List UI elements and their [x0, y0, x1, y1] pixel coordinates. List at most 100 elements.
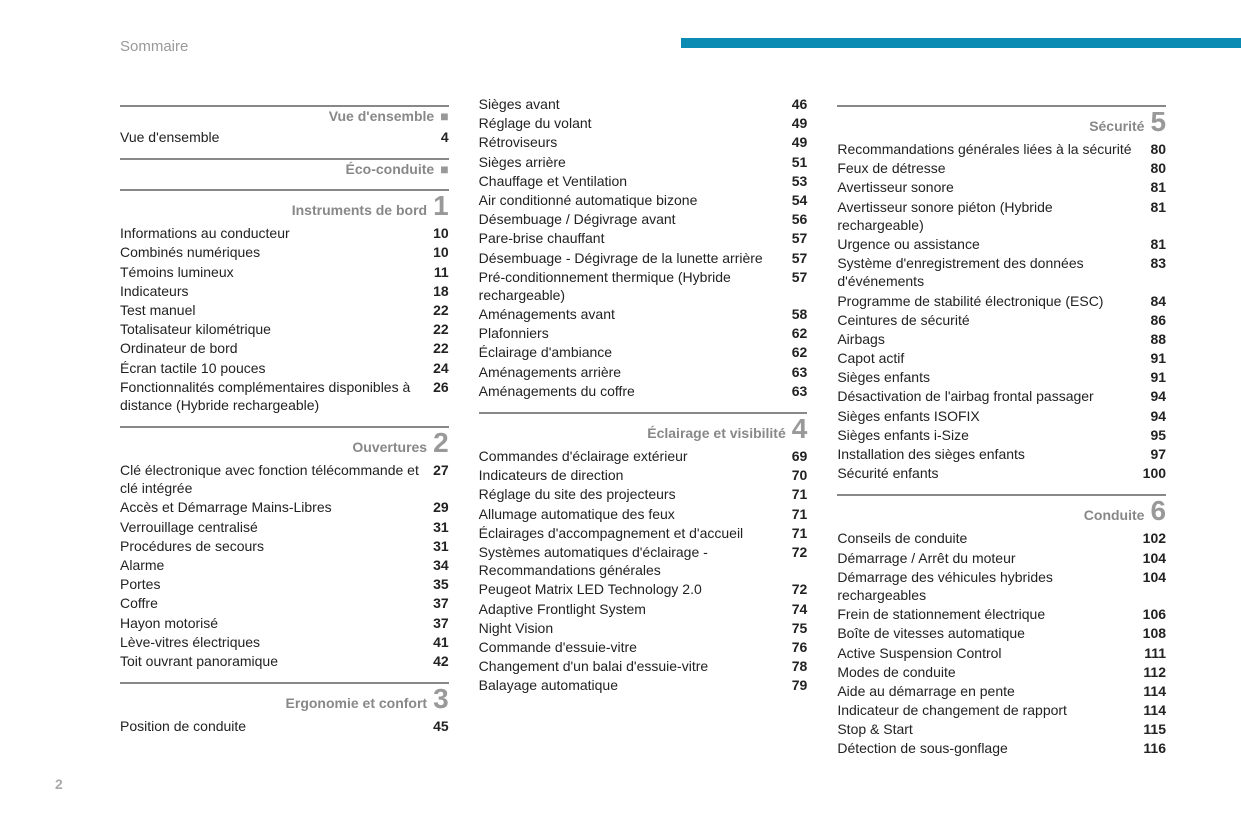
toc-entry[interactable]: Adaptive Frontlight System74: [479, 600, 808, 618]
toc-entry[interactable]: Rétroviseurs49: [479, 133, 808, 151]
toc-entry[interactable]: Installation des sièges enfants97: [837, 445, 1166, 463]
toc-entry[interactable]: Fonctionnalités complémentaires disponib…: [120, 378, 449, 414]
toc-entry[interactable]: Système d'enregistrement des données d'é…: [837, 254, 1166, 290]
toc-entry[interactable]: Alarme34: [120, 556, 449, 574]
toc-entry[interactable]: Éclairages d'accompagnement et d'accueil…: [479, 524, 808, 542]
toc-entry-page: 91: [1150, 349, 1166, 367]
toc-entry[interactable]: Active Suspension Control111: [837, 644, 1166, 662]
toc-entry[interactable]: Portes35: [120, 575, 449, 593]
toc-entry[interactable]: Indicateurs18: [120, 282, 449, 300]
toc-entry[interactable]: Frein de stationnement électrique106: [837, 605, 1166, 623]
toc-entry[interactable]: Systèmes automatiques d'éclairage - Reco…: [479, 543, 808, 579]
toc-section: Instruments de bord1Informations au cond…: [120, 189, 449, 414]
toc-entry[interactable]: Sièges enfants91: [837, 368, 1166, 386]
toc-entry[interactable]: Réglage du site des projecteurs71: [479, 485, 808, 503]
toc-entry[interactable]: Aménagements arrière63: [479, 363, 808, 381]
toc-entry-page: 108: [1143, 624, 1166, 642]
toc-entry-page: 76: [792, 638, 808, 656]
toc-entry[interactable]: Indicateurs de direction70: [479, 466, 808, 484]
toc-entry[interactable]: Indicateur de changement de rapport114: [837, 701, 1166, 719]
toc-entry-text: Toit ouvrant panoramique: [120, 652, 433, 670]
toc-entry[interactable]: Air conditionné automatique bizone54: [479, 191, 808, 209]
toc-entry[interactable]: Combinés numériques10: [120, 243, 449, 261]
toc-entry-page: 31: [433, 537, 449, 555]
section-number: 3: [433, 685, 449, 713]
toc-entry-page: 69: [792, 447, 808, 465]
toc-entry[interactable]: Verrouillage centralisé31: [120, 518, 449, 536]
toc-entry-page: 63: [792, 382, 808, 400]
section-header: Vue d'ensemble■: [120, 108, 449, 124]
toc-entry-text: Chauffage et Ventilation: [479, 172, 792, 190]
toc-entry-text: Avertisseur sonore: [837, 178, 1150, 196]
toc-entry[interactable]: Ordinateur de bord22: [120, 339, 449, 357]
toc-entry[interactable]: Modes de conduite112: [837, 663, 1166, 681]
toc-entry[interactable]: Réglage du volant49: [479, 114, 808, 132]
toc-entry[interactable]: Aide au démarrage en pente114: [837, 682, 1166, 700]
toc-entry-page: 71: [792, 505, 808, 523]
toc-entry[interactable]: Détection de sous-gonflage116: [837, 739, 1166, 757]
toc-entry-text: Éclairage d'ambiance: [479, 343, 792, 361]
toc-entry[interactable]: Programme de stabilité électronique (ESC…: [837, 292, 1166, 310]
toc-entry[interactable]: Avertisseur sonore piéton (Hybride recha…: [837, 198, 1166, 234]
toc-entry[interactable]: Ceintures de sécurité86: [837, 311, 1166, 329]
toc-entry[interactable]: Désactivation de l'airbag frontal passag…: [837, 387, 1166, 405]
section-header: Ergonomie et confort3: [120, 685, 449, 713]
toc-entry-text: Installation des sièges enfants: [837, 445, 1150, 463]
toc-entry[interactable]: Coffre37: [120, 594, 449, 612]
toc-entry[interactable]: Peugeot Matrix LED Technology 2.072: [479, 580, 808, 598]
toc-entry[interactable]: Commande d'essuie-vitre76: [479, 638, 808, 656]
toc-entry[interactable]: Conseils de conduite102: [837, 529, 1166, 547]
toc-entry[interactable]: Sièges avant46: [479, 95, 808, 113]
toc-entry[interactable]: Démarrage / Arrêt du moteur104: [837, 549, 1166, 567]
toc-entry[interactable]: Avertisseur sonore81: [837, 178, 1166, 196]
toc-entry[interactable]: Capot actif91: [837, 349, 1166, 367]
toc-entry-text: Allumage automatique des feux: [479, 505, 792, 523]
toc-entry-text: Capot actif: [837, 349, 1150, 367]
toc-entry-text: Réglage du volant: [479, 114, 792, 132]
toc-entry[interactable]: Sièges enfants ISOFIX94: [837, 407, 1166, 425]
toc-entry[interactable]: Allumage automatique des feux71: [479, 505, 808, 523]
toc-entry[interactable]: Clé électronique avec fonction télécomma…: [120, 461, 449, 497]
toc-entry[interactable]: Témoins lumineux11: [120, 263, 449, 281]
toc-entry[interactable]: Toit ouvrant panoramique42: [120, 652, 449, 670]
toc-entry[interactable]: Accès et Démarrage Mains-Libres29: [120, 498, 449, 516]
toc-entry[interactable]: Stop & Start115: [837, 720, 1166, 738]
toc-entry-text: Airbags: [837, 330, 1150, 348]
toc-entry[interactable]: Totalisateur kilométrique22: [120, 320, 449, 338]
toc-entry-text: Active Suspension Control: [837, 644, 1144, 662]
toc-entry[interactable]: Lève-vitres électriques41: [120, 633, 449, 651]
toc-entry[interactable]: Aménagements du coffre63: [479, 382, 808, 400]
toc-entry[interactable]: Sièges arrière51: [479, 153, 808, 171]
toc-entry[interactable]: Commandes d'éclairage extérieur69: [479, 447, 808, 465]
section-title: Conduite: [1084, 507, 1145, 523]
toc-entry[interactable]: Aménagements avant58: [479, 305, 808, 323]
toc-entry[interactable]: Airbags88: [837, 330, 1166, 348]
toc-entry[interactable]: Pré-conditionnement thermique (Hybride r…: [479, 268, 808, 304]
toc-entry[interactable]: Désembuage / Dégivrage avant56: [479, 210, 808, 228]
toc-entry[interactable]: Informations au conducteur10: [120, 224, 449, 242]
toc-entry[interactable]: Feux de détresse80: [837, 159, 1166, 177]
toc-entry[interactable]: Plafonniers62: [479, 324, 808, 342]
section-title: Sécurité: [1089, 118, 1144, 134]
toc-entry[interactable]: Night Vision75: [479, 619, 808, 637]
toc-entry[interactable]: Pare-brise chauffant57: [479, 229, 808, 247]
toc-entry[interactable]: Urgence ou assistance81: [837, 235, 1166, 253]
toc-entry[interactable]: Désembuage - Dégivrage de la lunette arr…: [479, 249, 808, 267]
toc-entry[interactable]: Test manuel22: [120, 301, 449, 319]
toc-entry[interactable]: Changement d'un balai d'essuie-vitre78: [479, 657, 808, 675]
toc-entry[interactable]: Recommandations générales liées à la séc…: [837, 140, 1166, 158]
toc-entry-page: 45: [433, 717, 449, 735]
toc-entry[interactable]: Écran tactile 10 pouces24: [120, 359, 449, 377]
toc-entry[interactable]: Balayage automatique79: [479, 676, 808, 694]
toc-entry[interactable]: Démarrage des véhicules hybrides recharg…: [837, 568, 1166, 604]
toc-entry[interactable]: Position de conduite45: [120, 717, 449, 735]
toc-entry[interactable]: Hayon motorisé37: [120, 614, 449, 632]
toc-entry[interactable]: Chauffage et Ventilation53: [479, 172, 808, 190]
toc-entry[interactable]: Sièges enfants i-Size95: [837, 426, 1166, 444]
toc-entry[interactable]: Procédures de secours31: [120, 537, 449, 555]
toc-section: Ergonomie et confort3 Position de conduit…: [120, 682, 449, 735]
toc-entry[interactable]: Vue d'ensemble4: [120, 128, 449, 146]
toc-entry[interactable]: Sécurité enfants100: [837, 464, 1166, 482]
toc-entry[interactable]: Boîte de vitesses automatique108: [837, 624, 1166, 642]
toc-entry[interactable]: Éclairage d'ambiance62: [479, 343, 808, 361]
